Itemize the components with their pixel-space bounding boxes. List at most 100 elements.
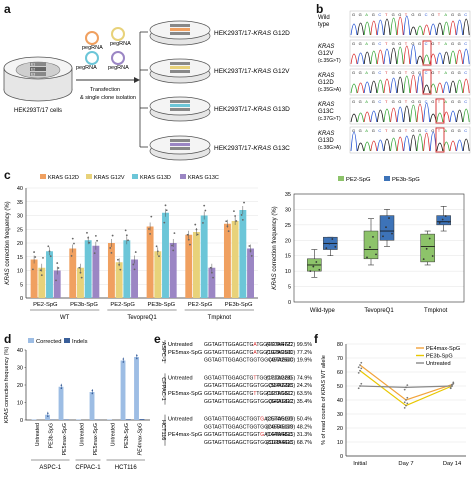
output-label-g13c: HEK293T/17-KRAS G13C (214, 145, 290, 152)
data-point (423, 258, 425, 260)
data-point (360, 383, 362, 385)
y-tick-label: 35 (285, 192, 291, 198)
bar (147, 227, 154, 299)
data-point (328, 243, 330, 245)
base-call-letter: G (359, 12, 362, 17)
y-tick-label: 0 (20, 418, 23, 424)
replicate-dot (80, 272, 82, 274)
data-point (359, 370, 361, 372)
replicate-dot (202, 222, 204, 224)
replicate-dot (71, 255, 73, 257)
chromatogram-label-line2: G12V (318, 51, 333, 57)
y-axis-title-rest: correction frequency (%) (5, 201, 11, 268)
data-point (426, 248, 428, 250)
chromatogram-label-line1: KRAS (318, 44, 334, 50)
data-point (360, 367, 362, 369)
box (380, 216, 394, 241)
data-point (404, 401, 406, 403)
row-label: Untreated (168, 375, 193, 381)
legend-label: KRAS G13C (188, 175, 219, 181)
x-tick-label: PE4max-SpG (137, 423, 143, 455)
replicate-dot (163, 222, 165, 224)
bar (85, 240, 92, 298)
data-point (388, 217, 390, 219)
replicate-dot (94, 252, 96, 254)
bar-corrected (107, 419, 112, 420)
y-tick-label: 10 (17, 269, 23, 275)
base-call-letter: G (352, 41, 355, 46)
replicate-dot (92, 393, 94, 395)
y-tick-label: 15 (17, 255, 23, 261)
replicate-dot (117, 259, 119, 261)
data-point (406, 397, 408, 399)
replicate-dot (50, 255, 52, 257)
base-call-letter: G (411, 99, 414, 104)
replicate-dot (49, 250, 51, 252)
y-tick-label: 30 (17, 366, 23, 372)
legend-label: PE4max-SpG (426, 346, 460, 352)
read-count: (2574/5109) 50.4% (266, 417, 312, 423)
y-axis-title-gene: KRAS (272, 273, 278, 289)
row-label: PE5max-SpG (168, 391, 202, 397)
replicate-dot (123, 358, 125, 360)
y-tick-label: 35 (17, 200, 23, 206)
correction-bar-chart: KRAS correction frequency (%)05101520253… (0, 170, 262, 330)
bar-corrected (90, 392, 95, 420)
bar (131, 260, 138, 299)
output-dish-g13d (150, 97, 210, 121)
sequence-prefix: GGTAGTTGGAGCTGGT (204, 424, 260, 430)
replicate-dot (156, 245, 158, 247)
base-call-letter: A (365, 128, 368, 133)
y-axis-title: % of read counts of KRAS WT allele (321, 355, 327, 445)
replicate-dot (111, 252, 113, 254)
base-call-letter: G (451, 99, 454, 104)
data-point (429, 238, 431, 240)
base-call-letter: A (444, 41, 447, 46)
chromatogram-label-line1: KRAS (318, 73, 334, 79)
base-call-letter: G (372, 128, 375, 133)
y-tick-label: 20 (17, 241, 23, 247)
read-count: (497/2500) 19.9% (269, 358, 312, 364)
base-call-letter: C (464, 128, 467, 133)
data-point (406, 384, 408, 386)
legend-label: KRAS G13D (140, 175, 171, 181)
replicate-dot (112, 235, 114, 237)
replicate-dot (197, 234, 199, 236)
bar (239, 210, 246, 298)
chromatogram-label-line3: (c.37G>T) (318, 116, 341, 122)
legend-label: Corrected (36, 339, 61, 345)
y-axis-title-gene: KRAS (5, 268, 11, 284)
wt-allele-line-chart: % of read counts of KRAS WT allele010203… (316, 336, 472, 476)
replicate-dot (227, 225, 229, 227)
y-tick-label: 40 (337, 398, 343, 404)
y-tick-label: 30 (17, 214, 23, 220)
base-call-letter: A (365, 99, 368, 104)
replicate-dot (241, 214, 243, 216)
y-tick-label: 30 (285, 207, 291, 213)
x-tick-label: PE3b-SpG (124, 423, 130, 448)
read-count: (4700/4722) 99.5% (266, 342, 312, 348)
base-call-letter: G (352, 99, 355, 104)
x-tick-label: Untreated (110, 423, 116, 446)
bar (247, 249, 254, 299)
group-label: HCT116 (160, 420, 166, 440)
source-dish (4, 57, 72, 101)
data-point (405, 387, 407, 389)
base-call-letter: G (372, 70, 375, 75)
base-call-letter: C (425, 12, 428, 17)
legend-label: Indels (72, 339, 88, 345)
replicate-dot (92, 390, 94, 392)
data-point (312, 266, 314, 268)
step-label-2: & single clone isolation (80, 95, 136, 101)
data-point (432, 255, 434, 257)
read-count: (1446/4815) 31.3% (266, 432, 312, 438)
bar (232, 221, 239, 298)
y-tick-label: 25 (17, 227, 23, 233)
bar-indels (64, 419, 69, 420)
base-call-letter: C (425, 41, 428, 46)
replicate-dot (204, 210, 206, 212)
